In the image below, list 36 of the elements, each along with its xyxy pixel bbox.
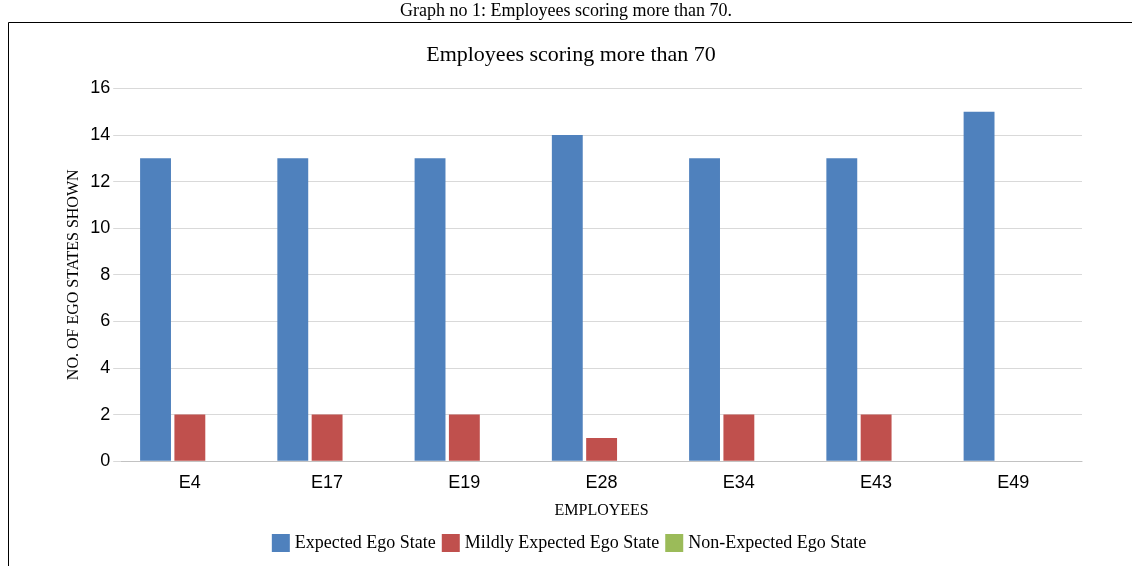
legend-label: Mildly Expected Ego State: [464, 531, 660, 552]
bar: [174, 414, 206, 461]
bar: [277, 158, 309, 461]
x-tick-label: E17: [311, 471, 344, 492]
bar: [586, 437, 618, 461]
bar: [551, 135, 583, 461]
y-tick-label: 0: [100, 450, 111, 471]
bar: [860, 414, 892, 461]
y-tick-label: 4: [100, 356, 111, 377]
legend-label: Expected Ego State: [294, 531, 436, 552]
y-tick-label: 8: [100, 263, 111, 284]
chart-title: Employees scoring more than 70: [426, 40, 716, 66]
x-tick-label: E28: [585, 471, 618, 492]
y-tick-label: 12: [90, 170, 111, 191]
bar: [723, 414, 755, 461]
bar: [826, 158, 858, 461]
y-axis-title: NO. OF EGO STATES SHOWN: [63, 169, 81, 381]
y-tick-label: 10: [90, 217, 111, 238]
x-tick-label: E43: [860, 471, 893, 492]
bar: [963, 111, 995, 461]
legend-label: Non-Expected Ego State: [688, 531, 867, 552]
x-tick-label: E34: [722, 471, 755, 492]
x-tick-label: E19: [448, 471, 481, 492]
y-tick-label: 6: [100, 310, 111, 331]
y-tick-label: 16: [90, 77, 111, 98]
x-tick-label: E4: [178, 471, 201, 492]
y-tick-label: 14: [90, 123, 111, 144]
text: Graph no 1: Employees scoring more than 70.: [400, 0, 732, 20]
x-axis-title: EMPLOYEES: [554, 500, 649, 518]
x-tick-label: E49: [997, 471, 1030, 492]
bar: [448, 414, 480, 461]
bar: [414, 158, 446, 461]
bar: [140, 158, 171, 461]
bar: [311, 414, 343, 461]
y-tick-label: 2: [100, 403, 111, 424]
bar: [689, 158, 720, 461]
